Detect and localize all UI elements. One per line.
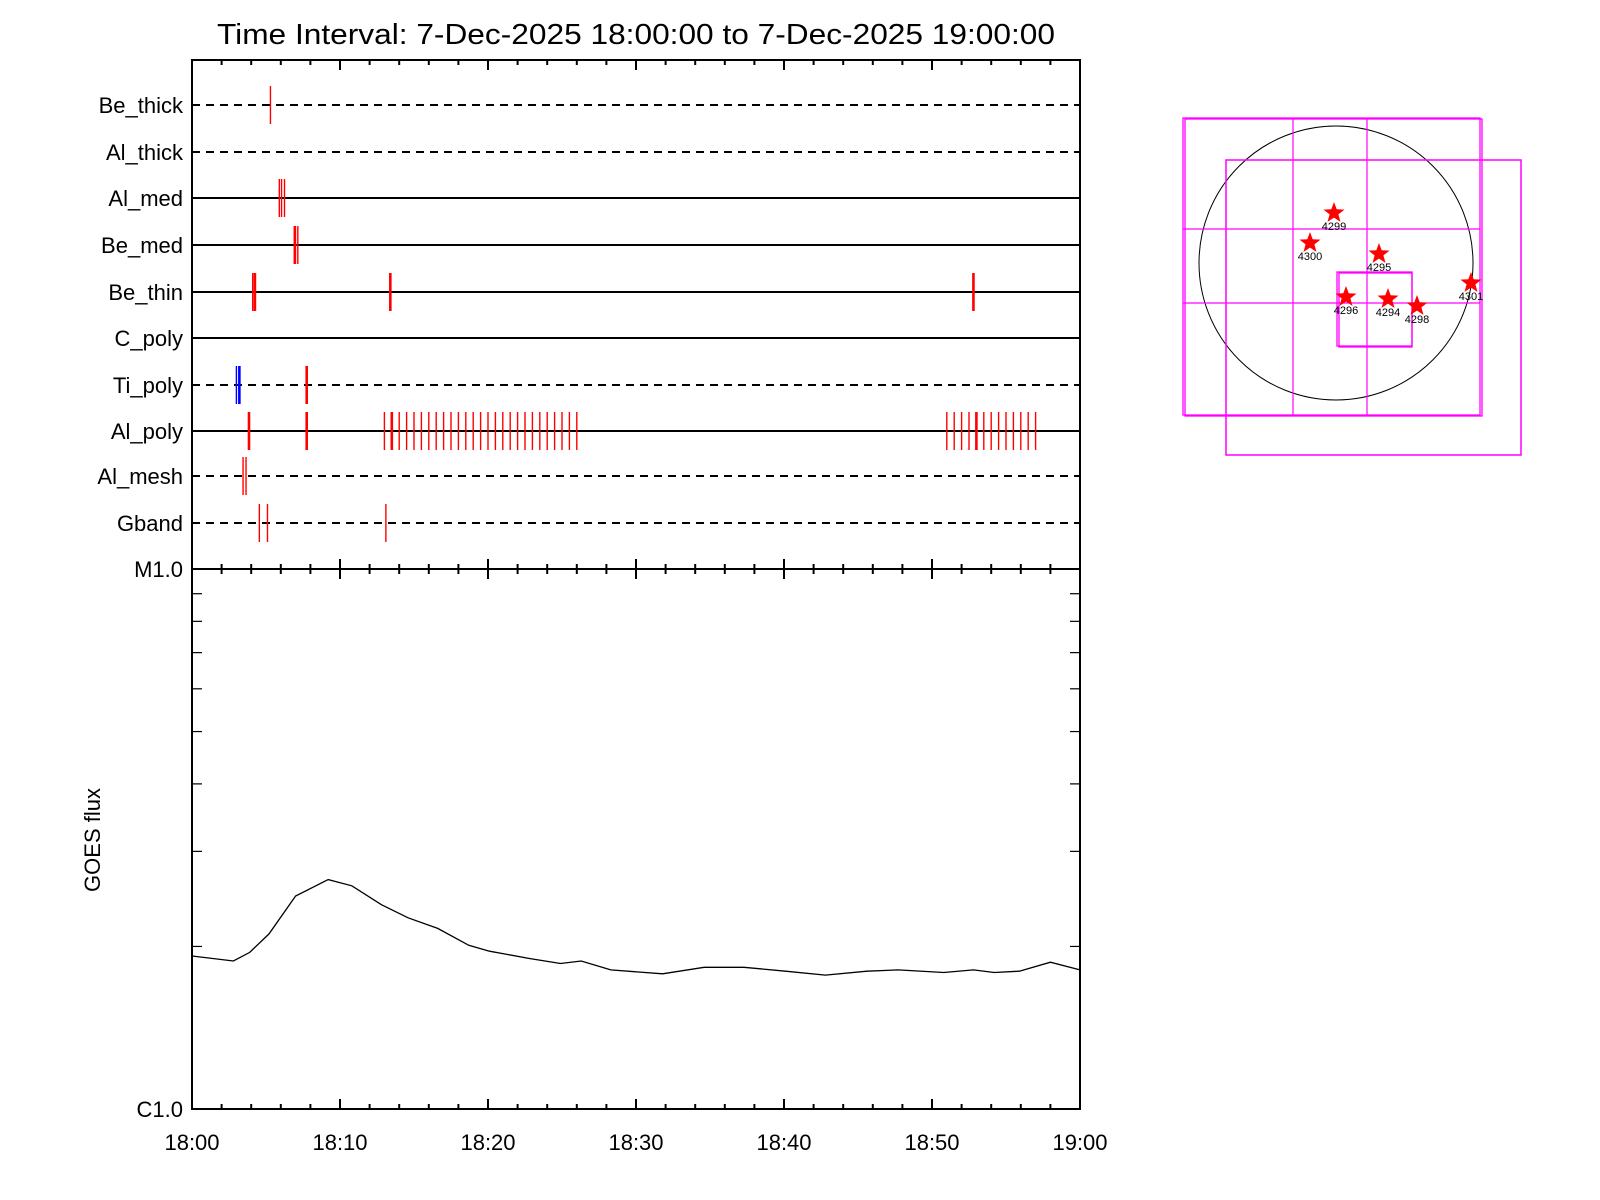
panel-frame [191, 59, 1081, 570]
timeline-row-be-thin: Be_thin [108, 273, 1080, 311]
star-marker-icon [1460, 272, 1482, 292]
active-region-label: 4298 [1405, 314, 1429, 326]
star-marker-icon [1335, 286, 1357, 306]
timeline-row-ti-poly: Ti_poly [113, 366, 1080, 404]
goes-flux-panel: GOES flux M1.0 C1.0 18:00 18:10 18:20 18:30… [80, 557, 1108, 1155]
event-timeline-panel: Be_thick Al_thick Al_med Be_med Be_thin C_pol… [97, 59, 1081, 579]
active-region-4296: 4296 [1334, 286, 1358, 317]
timeline-row-c-poly: C_poly [115, 326, 1080, 351]
row-label: Al_med [108, 186, 183, 211]
row-label: Al_poly [111, 419, 183, 444]
panel-frame [191, 568, 1081, 1110]
row-label: Gband [117, 511, 183, 536]
active-region-label: 4301 [1459, 291, 1483, 303]
x-tick-label: 18:30 [608, 1130, 663, 1155]
active-region-label: 4295 [1367, 262, 1391, 274]
row-label: C_poly [115, 326, 183, 351]
row-label: Be_thick [99, 93, 184, 118]
active-region-4298: 4298 [1405, 295, 1429, 326]
row-label: Al_mesh [97, 464, 183, 489]
timeline-row-al-poly: Al_poly [111, 412, 1080, 450]
timeline-row-al-mesh: Al_mesh [97, 457, 1080, 495]
timeline-row-gband: Gband [117, 504, 1080, 542]
active-region-4300: 4300 [1298, 232, 1322, 263]
x-tick-label: 18:00 [164, 1130, 219, 1155]
timeline-row-al-med: Al_med [108, 179, 1080, 217]
star-marker-icon [1377, 288, 1399, 308]
goes-flux-line [191, 878, 1081, 976]
x-tick-label: 18:20 [460, 1130, 515, 1155]
star-marker-icon [1323, 202, 1345, 222]
y-tick-label-top: M1.0 [134, 557, 183, 582]
timeline-row-be-thick: Be_thick [99, 86, 1080, 124]
timeline-row-al-thick: Al_thick [106, 140, 1080, 165]
active-region-label: 4296 [1334, 305, 1358, 317]
row-label: Be_thin [108, 280, 183, 305]
row-label: Ti_poly [113, 373, 183, 398]
x-tick-label: 18:50 [904, 1130, 959, 1155]
solar-limb [1198, 125, 1474, 401]
row-label: Al_thick [106, 140, 184, 165]
chart-title: Time Interval: 7-Dec-2025 18:00:00 to 7-… [217, 19, 1055, 51]
active-region-label: 4299 [1322, 221, 1346, 233]
timeline-row-be-med: Be_med [101, 226, 1080, 264]
field-of-view-box [1184, 118, 1483, 417]
row-label: Be_med [101, 233, 183, 258]
y-axis-label: GOES flux [80, 788, 105, 892]
field-of-view-box [1225, 159, 1522, 456]
y-tick-label-bottom: C1.0 [137, 1097, 183, 1122]
active-region-4294: 4294 [1376, 288, 1400, 319]
active-region-label: 4294 [1376, 307, 1400, 319]
active-region-4295: 4295 [1367, 243, 1391, 274]
field-of-view-box [1182, 117, 1481, 416]
active-region-4299: 4299 [1322, 202, 1346, 233]
x-tick-label: 19:00 [1052, 1130, 1107, 1155]
sun-map: 4299 4300 4295 4296 4294 4298 4301 [1182, 117, 1522, 456]
star-marker-icon [1406, 295, 1428, 315]
x-tick-label: 18:40 [756, 1130, 811, 1155]
star-marker-icon [1368, 243, 1390, 263]
star-marker-icon [1299, 232, 1321, 252]
active-region-4301: 4301 [1459, 272, 1483, 303]
x-tick-label: 18:10 [312, 1130, 367, 1155]
active-region-label: 4300 [1298, 251, 1322, 263]
